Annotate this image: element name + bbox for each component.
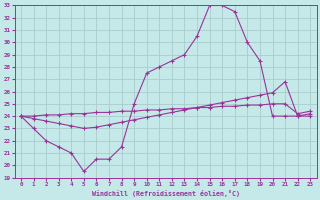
X-axis label: Windchill (Refroidissement éolien,°C): Windchill (Refroidissement éolien,°C) — [92, 190, 240, 197]
